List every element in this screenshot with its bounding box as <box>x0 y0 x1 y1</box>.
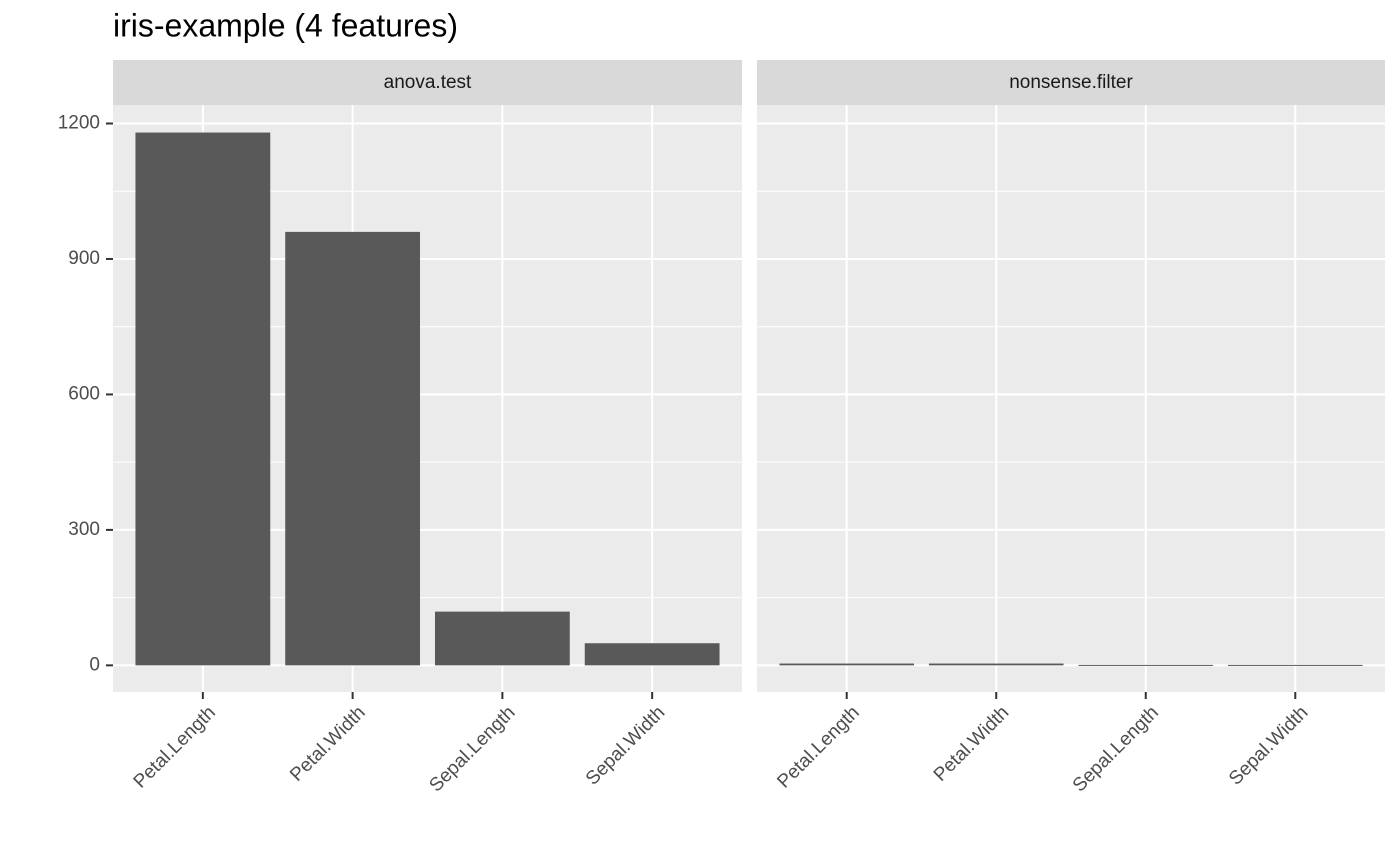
chart-title: iris-example (4 features) <box>113 7 458 43</box>
x-tick-label: Petal.Width <box>930 702 1014 786</box>
x-tick-label: Petal.Width <box>286 702 370 786</box>
bar <box>928 663 1064 666</box>
x-tick-label: Sepal.Length <box>425 702 519 796</box>
bar <box>135 132 271 666</box>
bar <box>1228 664 1363 666</box>
y-tick-label: 300 <box>68 519 100 540</box>
x-tick-label: Petal.Length <box>130 702 220 792</box>
x-tick-label: Petal.Length <box>773 702 863 792</box>
x-tick-label: Sepal.Width <box>1225 702 1312 789</box>
y-tick-label: 900 <box>68 248 100 269</box>
y-tick-label: 0 <box>89 654 100 675</box>
y-tick-label: 600 <box>68 383 100 404</box>
panel-background <box>757 105 1385 692</box>
x-tick-label: Sepal.Length <box>1069 702 1163 796</box>
bar <box>1078 664 1214 666</box>
bar <box>779 663 914 666</box>
bar <box>584 643 720 666</box>
bar <box>434 611 570 666</box>
y-tick-label: 1200 <box>58 113 100 134</box>
bar <box>285 231 421 666</box>
facet-title: nonsense.filter <box>1009 72 1133 93</box>
strip-background <box>113 60 742 105</box>
x-tick-label: Sepal.Width <box>582 702 669 789</box>
facet-title: anova.test <box>384 72 472 93</box>
strip-background <box>757 60 1385 105</box>
